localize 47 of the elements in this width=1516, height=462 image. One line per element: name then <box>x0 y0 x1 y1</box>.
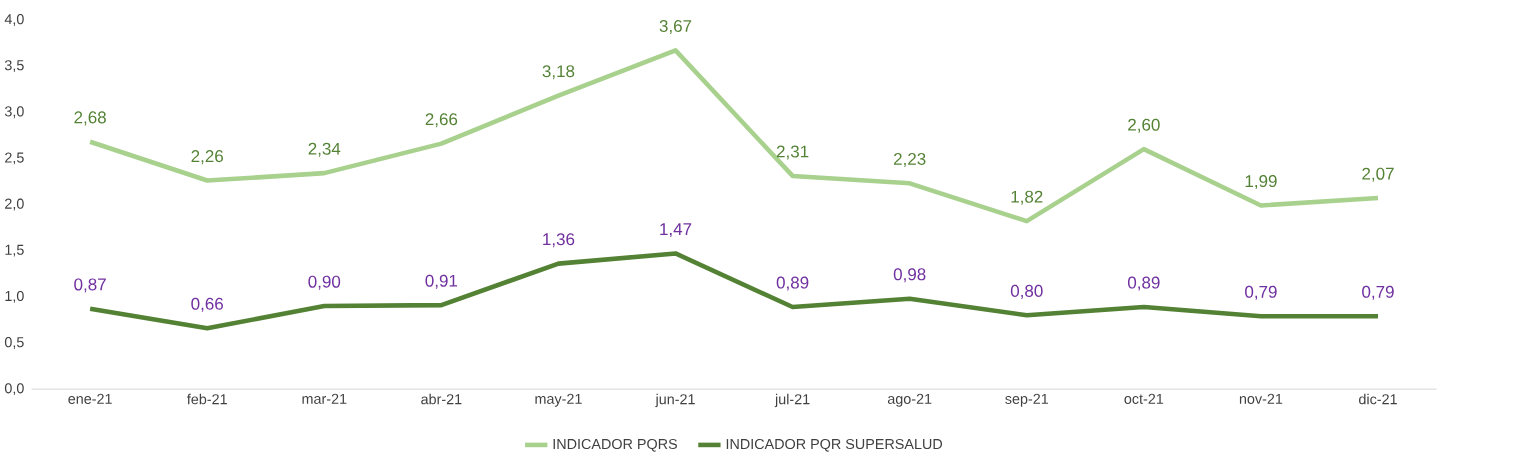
data-label: 2,66 <box>425 113 458 128</box>
x-tick-label: ago-21 <box>887 393 932 407</box>
data-label: 1,47 <box>660 223 692 238</box>
x-tick-label: nov-21 <box>1239 393 1283 405</box>
data-label: 3,18 <box>542 65 575 80</box>
x-tick-label: dic-21 <box>1359 393 1397 405</box>
y-tick-label: 4,0 <box>4 14 24 27</box>
x-tick-label: ene-21 <box>68 393 112 405</box>
x-tick-label: sep-21 <box>1005 393 1049 407</box>
y-tick-label: 1,0 <box>5 291 24 303</box>
data-label: 3,67 <box>659 20 692 35</box>
x-tick-label: mar-21 <box>302 393 347 405</box>
data-label: 0,66 <box>191 297 223 312</box>
x-tick-label: abr-21 <box>421 393 462 405</box>
y-tick-label: 2,0 <box>5 198 24 211</box>
legend-label: INDICADOR PQR SUPERSALUD <box>726 439 943 452</box>
data-label: 0,79 <box>1362 285 1394 300</box>
x-tick-label: jul-21 <box>774 393 810 408</box>
data-label: 2,26 <box>191 150 223 165</box>
y-tick-label: 0,0 <box>4 383 24 396</box>
y-tick-label: 2,5 <box>5 152 24 165</box>
data-label: 0,87 <box>74 278 106 293</box>
data-label: 1,82 <box>1011 190 1043 205</box>
data-label: 2,31 <box>776 145 809 160</box>
data-label: 2,07 <box>1362 167 1394 182</box>
x-tick-label: oct-21 <box>1124 393 1164 405</box>
y-tick-label: 3,5 <box>4 60 24 73</box>
legend-label: INDICADOR PQRS <box>553 439 677 452</box>
data-label: 0,79 <box>1245 285 1277 300</box>
data-label: 0,89 <box>776 276 809 291</box>
data-label: 0,90 <box>308 275 341 290</box>
y-tick-label: 1,5 <box>5 244 24 257</box>
data-label: 2,68 <box>74 111 106 126</box>
y-tick-label: 3,0 <box>4 106 24 119</box>
data-label: 2,34 <box>308 142 341 157</box>
x-tick-label: jun-21 <box>655 393 695 408</box>
data-label: 0,98 <box>893 268 926 283</box>
data-label: 1,99 <box>1245 175 1277 190</box>
data-label: 0,80 <box>1010 285 1043 300</box>
data-label: 0,91 <box>425 274 458 289</box>
data-label: 1,36 <box>543 233 575 248</box>
x-tick-label: feb-21 <box>187 393 227 405</box>
data-label: 2,23 <box>894 153 926 168</box>
data-label: 2,60 <box>1128 118 1160 133</box>
data-label: 0,89 <box>1127 276 1160 291</box>
x-tick-label: may-21 <box>535 393 582 407</box>
y-tick-label: 0,5 <box>4 337 24 350</box>
